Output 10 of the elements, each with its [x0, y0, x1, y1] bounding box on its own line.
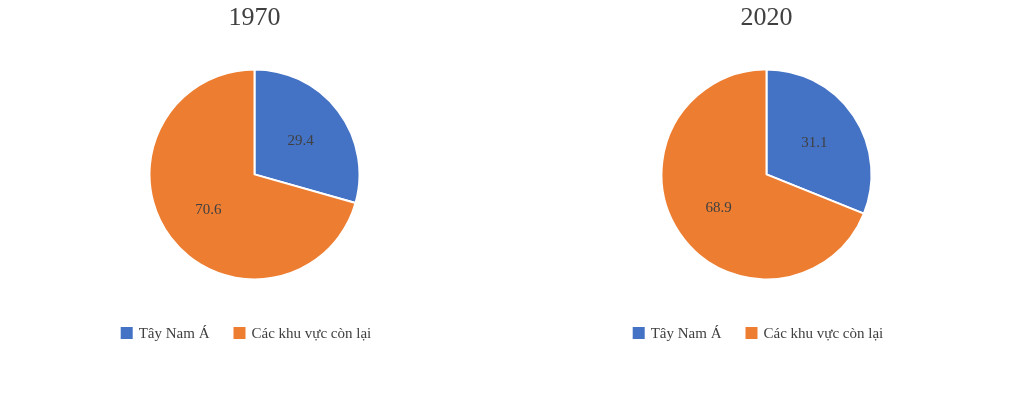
legend-label: Các khu vực còn lại	[763, 324, 884, 341]
data-label: 70.6	[195, 201, 223, 218]
chart-title: 2020	[740, 1, 793, 31]
data-label: 29.4	[287, 131, 315, 148]
chart-title: 1970	[228, 1, 281, 31]
data-label: 68.9	[705, 198, 732, 215]
legend-label: Các khu vực còn lại	[251, 324, 372, 341]
legend-label: Tây Nam Á	[650, 324, 722, 341]
legend-label: Tây Nam Á	[138, 324, 210, 341]
data-label: 31.1	[801, 134, 828, 151]
